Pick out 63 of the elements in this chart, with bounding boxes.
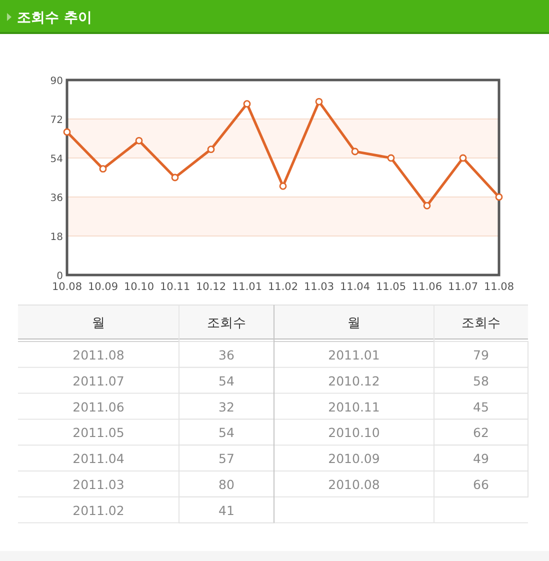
x-tick-label: 11.06 [412, 281, 442, 293]
y-tick-label: 2010.12 [328, 373, 380, 388]
y-tick-label: 18 [50, 232, 63, 243]
y-tick-label: 36 [50, 193, 63, 204]
point [495, 193, 503, 201]
x-tick-label: 10.09 [88, 281, 118, 293]
point [135, 136, 143, 144]
y-tick-label: 72 [50, 115, 63, 126]
point [99, 165, 107, 173]
point [171, 174, 179, 182]
y-tick-label: 90 [50, 76, 63, 87]
y-tick-label: 2011.04 [72, 451, 124, 466]
data-label: 49 [473, 451, 489, 466]
data-label: 66 [473, 476, 489, 492]
chart-title: 조회수 추이 [17, 10, 92, 26]
point [63, 128, 71, 136]
y-axis-title: 월 [92, 316, 105, 331]
data-label: 36 [218, 347, 234, 362]
point [243, 100, 251, 108]
data-label: 32 [218, 399, 234, 414]
y-tick-label: 2010.08 [328, 476, 380, 492]
y-tick-label: 2010.10 [328, 425, 380, 440]
x-tick-label: 10.10 [124, 281, 154, 293]
data-label: 54 [218, 373, 234, 388]
x-tick-label: 10.12 [196, 281, 226, 293]
y-tick-label: 2011.06 [72, 399, 124, 414]
y-tick-label: 2011.03 [72, 476, 124, 492]
y-tick-label: 2011.02 [72, 502, 124, 518]
y-tick-label: 2011.08 [72, 347, 124, 362]
point [315, 98, 323, 106]
data-label: 79 [473, 347, 489, 362]
x-tick-label: 11.08 [484, 281, 514, 293]
data-label: 80 [218, 476, 234, 492]
data-label: 58 [473, 373, 489, 388]
y-tick-label: 2011.05 [72, 425, 124, 440]
x-tick-label: 11.04 [340, 281, 370, 293]
data-label: 57 [218, 451, 234, 466]
y-tick-label: 2010.11 [328, 399, 380, 414]
x-tick-label: 11.07 [448, 281, 478, 293]
point [423, 202, 431, 210]
x-tick-label: 11.01 [232, 281, 262, 293]
y-tick-label: 2011.07 [72, 373, 124, 388]
data-label: 45 [473, 399, 489, 414]
y-tick-label: 0 [56, 271, 63, 282]
x-tick-label: 11.02 [268, 281, 298, 293]
data-label: 41 [218, 502, 234, 518]
data-label: 62 [473, 425, 489, 440]
x-tick-label: 조회수 [207, 316, 246, 331]
point [207, 146, 215, 154]
point [279, 182, 287, 190]
x-tick-label: 11.05 [376, 281, 406, 293]
point [459, 154, 467, 162]
point [351, 148, 359, 156]
point [387, 154, 395, 162]
y-tick-label: 2010.09 [328, 451, 380, 466]
y-tick-label: 2011.01 [328, 347, 380, 362]
x-tick-label: 11.03 [304, 281, 334, 293]
x-tick-label: 10.11 [160, 281, 190, 293]
data-label: 54 [218, 425, 234, 440]
x-tick-label: 조회수 [462, 316, 500, 331]
x-tick-label: 10.08 [52, 281, 82, 293]
y-tick-label: 54 [50, 154, 63, 165]
y-axis-title: 월 [348, 316, 360, 331]
